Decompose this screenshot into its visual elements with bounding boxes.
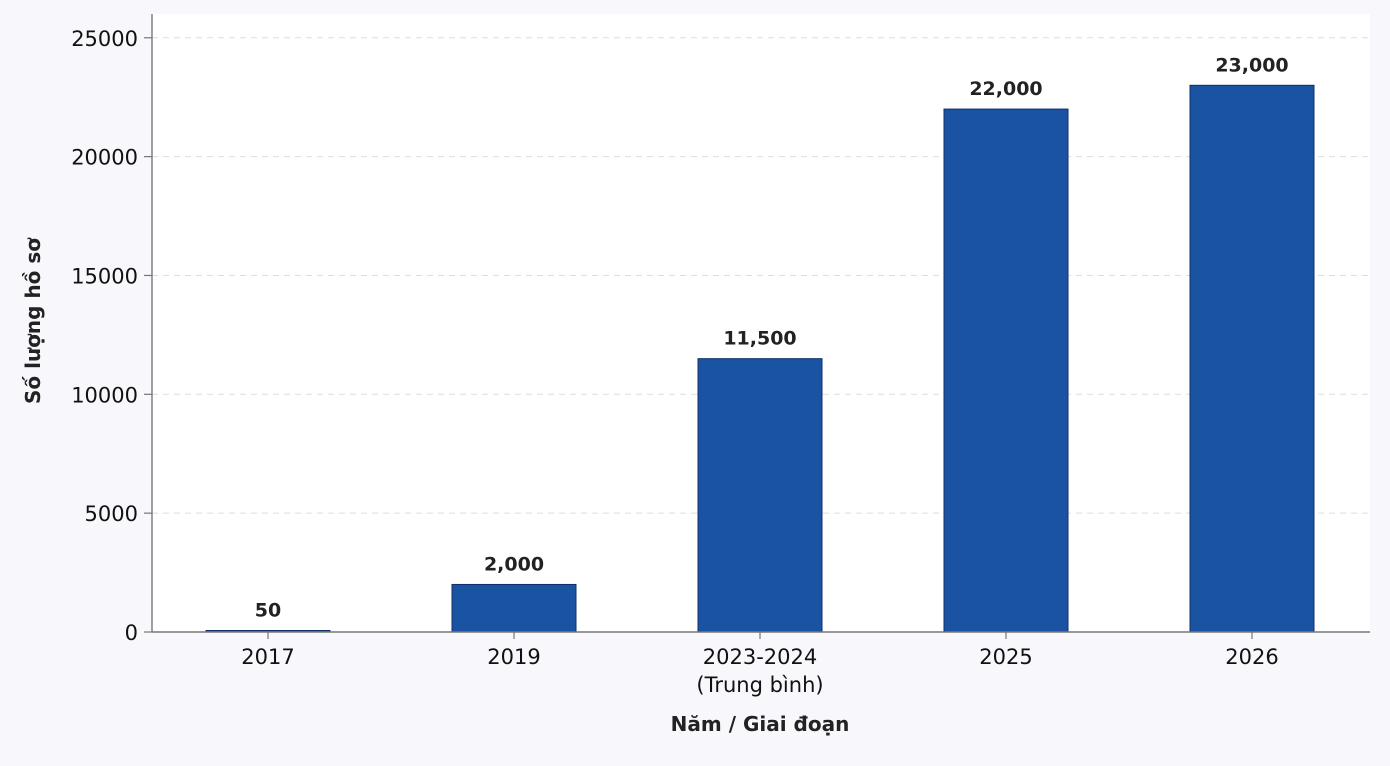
y-axis-title: Số lượng hồ sơ [21, 237, 45, 404]
y-tick-label: 15000 [71, 264, 138, 288]
bar-value-label: 50 [255, 600, 281, 622]
x-axis-title: Năm / Giai đoạn [671, 712, 850, 736]
x-tick-label: (Trung bình) [696, 673, 823, 697]
bar [1189, 84, 1315, 633]
bar [697, 358, 823, 633]
bars [205, 84, 1315, 633]
bar [943, 108, 1069, 633]
bar-value-label: 11,500 [723, 328, 796, 350]
bar-value-label: 23,000 [1215, 54, 1288, 76]
x-tick-label: 2019 [487, 645, 540, 669]
bar [451, 583, 577, 633]
y-tick-label: 0 [125, 621, 138, 645]
data-labels: 50 2,000 11,500 22,000 23,000 [255, 54, 1289, 621]
x-tick-label: 2025 [979, 645, 1032, 669]
axes: 0 5000 10000 15000 20000 25000 2017 2019 2023-20… [71, 14, 1370, 697]
x-tick-label: 2023-2024 [703, 645, 817, 669]
bar-value-label: 2,000 [484, 553, 544, 575]
y-tick-label: 5000 [85, 502, 138, 526]
y-tick-label: 10000 [71, 383, 138, 407]
y-tick-label: 20000 [71, 146, 138, 170]
x-tick-label: 2017 [241, 645, 294, 669]
x-tick-label: 2026 [1225, 645, 1278, 669]
y-tick-label: 25000 [71, 27, 138, 51]
bar-value-label: 22,000 [969, 78, 1042, 100]
